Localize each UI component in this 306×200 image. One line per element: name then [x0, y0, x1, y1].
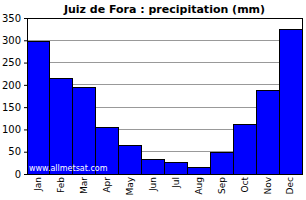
plot-frame — [27, 18, 302, 174]
x-tick: Apr — [102, 174, 112, 193]
x-tick: Feb — [56, 174, 66, 193]
bar — [187, 167, 210, 174]
y-tick-mark — [24, 174, 27, 175]
y-tick-label: 0 — [15, 169, 21, 180]
bar — [73, 87, 96, 174]
x-tick-label: Jul — [171, 177, 181, 189]
y-tick: 0 — [15, 169, 27, 180]
y-tick-mark — [24, 40, 27, 41]
x-tick-label: Dec — [285, 177, 295, 194]
annotation: www.allmetsat.com — [29, 164, 108, 173]
y-tick: 250 — [2, 57, 27, 68]
x-tick: Jul — [171, 174, 181, 189]
chart: 050100150200250300350JanFebMarAprMayJunJ… — [0, 0, 306, 200]
x-tick: May — [125, 174, 135, 196]
x-axis: Jan Feb Mar Apr May Jun Jul Aug Sep Oct Nov Dec — [28, 174, 303, 196]
y-tick-label: 200 — [2, 80, 21, 91]
x-tick-label: Jan — [33, 177, 43, 192]
x-tick-label: Feb — [56, 177, 66, 193]
x-tick: Dec — [285, 174, 295, 194]
y-axis-line — [24, 19, 28, 175]
y-tick: 100 — [2, 124, 27, 135]
plot: 050100150200250300350JanFebMarAprMayJunJ… — [2, 13, 303, 196]
bar — [27, 41, 50, 174]
y-tick-mark — [24, 107, 27, 108]
y-tick-label: 250 — [2, 57, 21, 68]
bar — [142, 160, 165, 174]
bars — [27, 29, 302, 174]
x-tick-label: May — [125, 176, 135, 195]
x-tick: Jan — [33, 174, 43, 192]
plot-background — [27, 18, 302, 174]
grid-line — [27, 62, 302, 63]
x-axis-line — [28, 174, 303, 175]
y-tick-mark — [24, 129, 27, 130]
x-tick-label: Jun — [148, 177, 158, 192]
x-tick: Nov — [263, 174, 273, 195]
y-tick: 50 — [8, 146, 27, 157]
x-tick-label: Sep — [217, 177, 227, 194]
y-tick: 150 — [2, 102, 27, 113]
x-tick: Oct — [240, 174, 250, 193]
grid-line — [27, 40, 302, 41]
x-tick-label: Apr — [102, 177, 112, 193]
y-tick-mark — [24, 85, 27, 86]
y-tick-mark — [24, 18, 27, 19]
x-tick-label: Mar — [79, 177, 89, 194]
y-tick-label: 300 — [2, 35, 21, 46]
y-tick-label: 350 — [2, 13, 21, 24]
bar — [210, 153, 233, 174]
bar — [233, 124, 256, 174]
y-tick: 300 — [2, 35, 27, 46]
y-tick: 200 — [2, 80, 27, 91]
x-tick-label: Nov — [263, 176, 273, 194]
x-tick: Aug — [194, 174, 204, 195]
y-tick-label: 150 — [2, 102, 21, 113]
y-tick-mark — [24, 63, 27, 64]
bar — [50, 78, 73, 174]
x-tick-label: Oct — [240, 177, 250, 193]
y-tick: 350 — [2, 13, 27, 24]
y-tick-label: 100 — [2, 124, 21, 135]
x-tick: Sep — [217, 174, 227, 194]
bar — [256, 90, 279, 174]
y-axis: 0 50 100 150 200 250 300 350 — [2, 13, 28, 180]
y-tick-label: 50 — [8, 146, 21, 157]
bar — [279, 29, 302, 174]
bar — [165, 163, 188, 174]
y-tick-mark — [24, 152, 27, 153]
x-tick: Mar — [79, 174, 89, 194]
x-tick-label: Aug — [194, 177, 204, 195]
bar — [119, 145, 142, 174]
title: Juiz de Fora : precipitation (mm) — [63, 3, 265, 16]
grid — [27, 18, 302, 174]
x-tick: Jun — [148, 174, 158, 192]
